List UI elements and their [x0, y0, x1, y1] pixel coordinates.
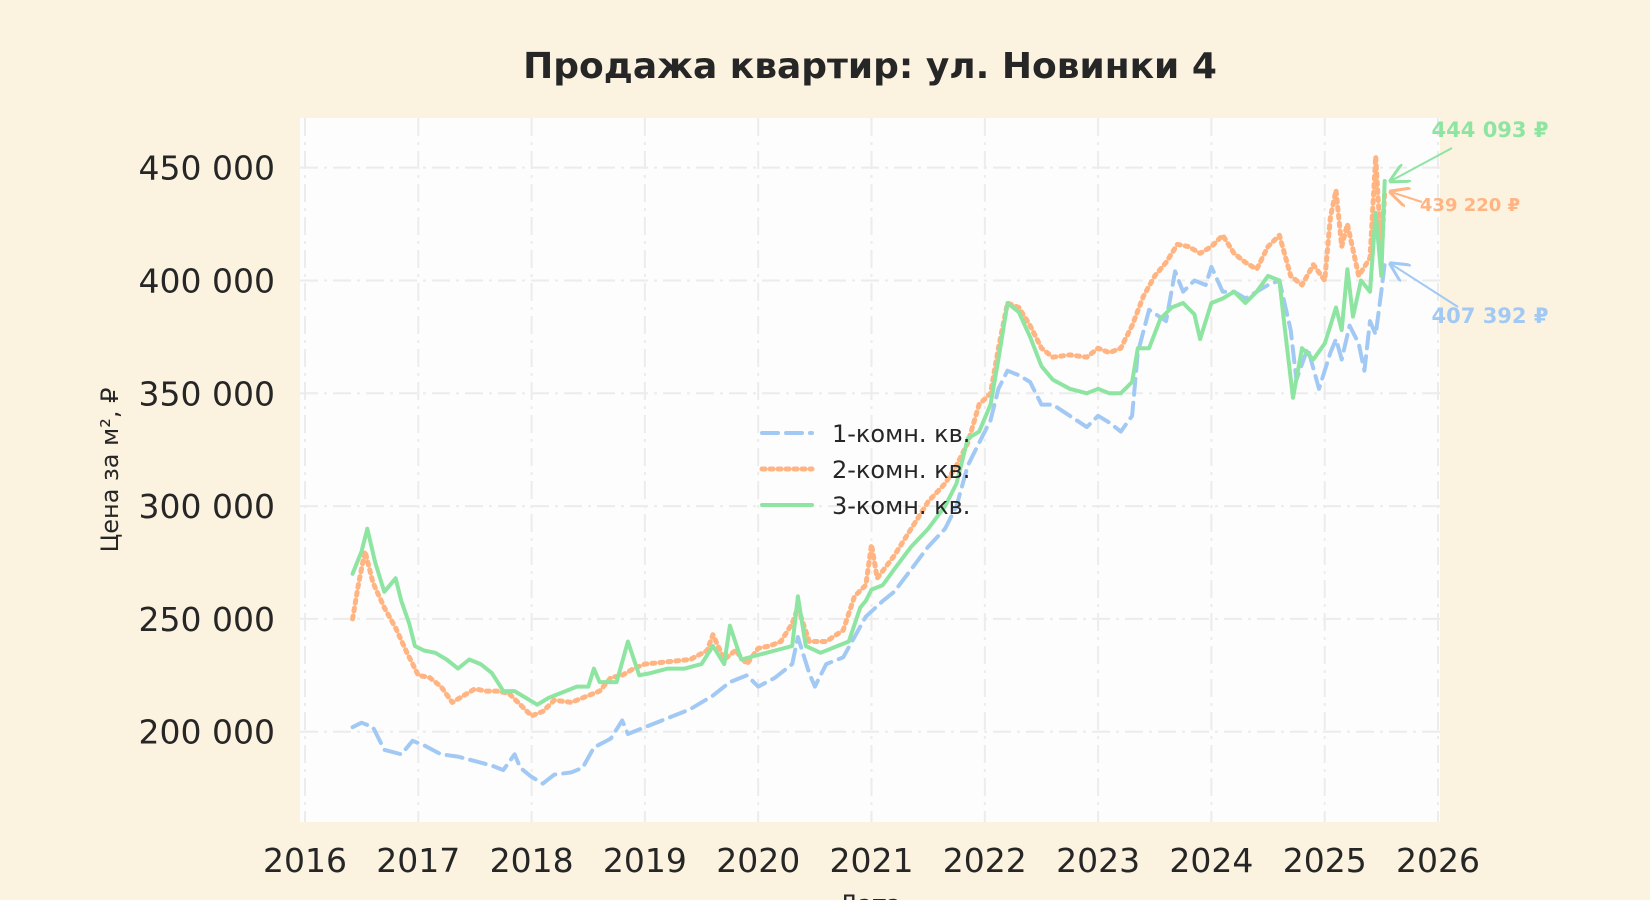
- x-axis: 2016 2017 2018 2019 2020 2021 2022 2023 2024 2025…: [263, 841, 1480, 880]
- annotation-label-3: 407 392 ₽: [1432, 304, 1549, 328]
- x-tick-label-6: 2022: [943, 841, 1027, 880]
- y-axis-label: Цена за м², ₽: [96, 388, 124, 553]
- annotation-label-2: 439 220 ₽: [1420, 195, 1520, 216]
- y-tick-label-2: 300 000: [139, 487, 275, 526]
- annotation-arrow-3: [1391, 264, 1459, 308]
- x-tick-label-9: 2025: [1283, 841, 1367, 880]
- y-tick-label-1: 250 000: [139, 600, 275, 639]
- y-axis: 200 000 250 000 300 000 350 000 400 000 450 0…: [139, 149, 275, 752]
- annotations: 444 093 ₽ 439 220 ₽ 407 392 ₽: [1391, 118, 1549, 328]
- x-tick-label-8: 2024: [1169, 841, 1253, 880]
- legend-label-2: 2-комн. кв.: [832, 456, 970, 484]
- plot-area: [300, 118, 1440, 822]
- series-line-3: [350, 179, 1387, 707]
- x-tick-label-0: 2016: [263, 841, 347, 880]
- y-tick-label-4: 400 000: [139, 261, 275, 300]
- annotation-arrow-2: [1391, 192, 1423, 202]
- legend: 1-комн. кв. 2-комн. кв. 3-комн. кв.: [759, 420, 970, 520]
- series-line-2: [350, 153, 1388, 719]
- legend-label-1: 1-комн. кв.: [832, 420, 970, 448]
- y-tick-label-3: 350 000: [139, 374, 275, 413]
- x-tick-label-7: 2023: [1056, 841, 1140, 880]
- annotation-label-1: 444 093 ₽: [1432, 118, 1549, 142]
- x-tick-label-10: 2026: [1396, 841, 1480, 880]
- legend-label-3: 3-комн. кв.: [832, 492, 970, 520]
- x-axis-label: Дата: [839, 890, 901, 900]
- y-tick-label-0: 200 000: [139, 713, 275, 752]
- x-tick-label-1: 2017: [376, 841, 460, 880]
- series-layer: [350, 153, 1388, 786]
- x-tick-label-2: 2018: [490, 841, 574, 880]
- y-tick-label-5: 450 000: [139, 149, 275, 188]
- annotation-arrow-1: [1391, 147, 1453, 181]
- x-tick-label-4: 2020: [716, 841, 800, 880]
- chart-title: Продажа квартир: ул. Новинки 4: [523, 46, 1217, 87]
- x-tick-label-5: 2021: [830, 841, 914, 880]
- x-tick-label-3: 2019: [603, 841, 687, 880]
- grid: [300, 118, 1440, 822]
- series-line-1: [350, 261, 1387, 786]
